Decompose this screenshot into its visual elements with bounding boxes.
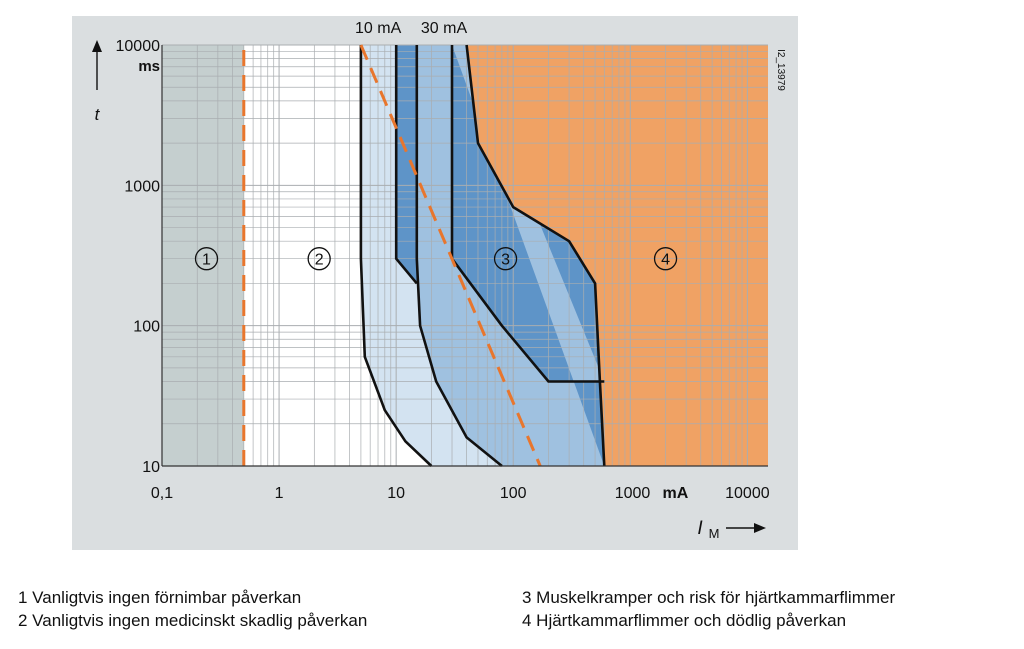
curve-rcd-30ma [450, 45, 605, 383]
zone-4-marker: 4 [661, 252, 670, 269]
zone-4-area [466, 45, 768, 466]
zone-3-marker: 3 [501, 252, 510, 269]
top-label-30ma: 30 mA [421, 20, 468, 37]
top-label-10ma: 10 mA [355, 20, 402, 37]
zone-1-marker-circle [194, 247, 219, 271]
y-axis-label: t [95, 105, 101, 124]
x-tick-label: 1 [275, 485, 284, 502]
x-tick-label: 0,1 [151, 485, 173, 502]
legend-item-2: 2 Vanligtvis ingen medicinskt skadlig på… [18, 611, 368, 630]
legend-item-4: 4 Hjärtkammarflimmer och dödlig påverkan [522, 611, 847, 630]
legend-item-1: 1 Vanligtvis ingen förnimbar påverkan [18, 588, 302, 607]
zone-4-marker-circle [653, 247, 678, 271]
current-effect-chart: 1 2 3 4 0,1 1 10 100 1000 10000 mA 10 100 1000 10000 ms… [72, 16, 798, 550]
legend-item-3: 3 Muskelkramper och risk för hjärtkammar… [522, 588, 896, 607]
rcd-10ma-band [396, 45, 417, 284]
y-tick-label: 100 [133, 319, 160, 336]
x-axis-label: I [697, 518, 703, 539]
x-tick-label: 10 [387, 485, 405, 502]
x-axis-label-subscript: M [709, 526, 720, 541]
y-unit-label: ms [138, 58, 160, 75]
zone-2-marker-circle [307, 247, 331, 271]
curve-threshold-3 [415, 45, 503, 468]
x-tick-label: 100 [500, 485, 527, 502]
y-tick-label: 1000 [124, 178, 160, 195]
curve-threshold-2 [359, 45, 433, 467]
zone-1-marker: 1 [202, 252, 211, 269]
curve-rcd-10ma [394, 45, 418, 285]
figure-code: I2_13979 [775, 49, 786, 91]
y-tick-label: 10000 [116, 38, 161, 55]
dashed-line-diagonal [359, 44, 542, 467]
x-arrow-head [754, 523, 766, 533]
zone-3-marker-circle [493, 247, 518, 271]
zone-1-area [162, 45, 244, 466]
y-arrow-head [92, 40, 102, 52]
x-tick-label: 10000 [725, 485, 770, 502]
x-tick-label: 1000 [615, 485, 651, 502]
legend-right: 3 Muskelkramper och risk för hjärtkammar… [522, 586, 895, 632]
x-unit-label: mA [663, 485, 689, 502]
zone-2-marker: 2 [315, 252, 324, 269]
legend-left: 1 Vanligtvis ingen förnimbar påverkan 2 … [18, 586, 367, 632]
y-tick-label: 10 [142, 459, 160, 476]
